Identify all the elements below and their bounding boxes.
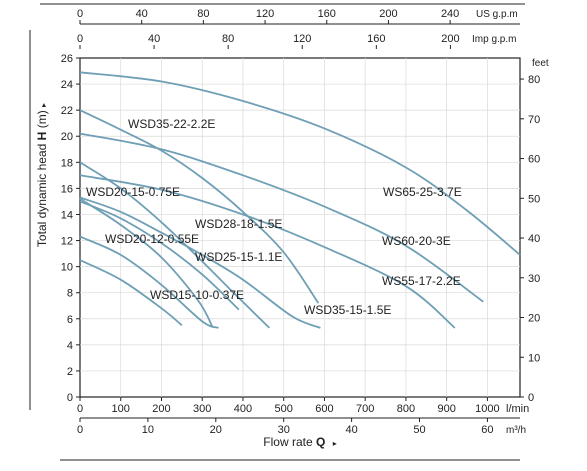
curve-label: WSD20-15-0.75E — [86, 185, 180, 199]
x-axis-arrow-icon: ▸ — [333, 439, 337, 448]
x-unit-impgpm: Imp g.p.m — [472, 34, 516, 45]
curve-labels: WS65-25-3.7E WS60-20-3E WS55-17-2.2E WSD35-… — [86, 117, 462, 317]
x-tick-label-lmin: 1000 — [475, 403, 499, 415]
y-axis-symbol: H — [35, 132, 49, 141]
pump-curve — [79, 161, 271, 329]
x-tick-label-impgpm: 80 — [222, 33, 234, 45]
x-tick-label-m3h: 0 — [77, 424, 83, 436]
x-tick-label-m3h: 10 — [142, 424, 154, 436]
x-tick-label-lmin: 900 — [437, 403, 455, 415]
x-tick-label-lmin: 500 — [275, 403, 293, 415]
y-tick-label: 8 — [67, 288, 73, 300]
y-right-tick-label: 30 — [528, 273, 540, 285]
y-tick-label: 6 — [67, 314, 73, 326]
x-tick-label-lmin: 800 — [397, 403, 415, 415]
x-tick-label-usgpm: 160 — [318, 8, 336, 20]
y-tick-label: 24 — [61, 79, 73, 91]
x-tick-label-usgpm: 80 — [197, 8, 209, 20]
y-tick-label: 22 — [61, 105, 73, 117]
x-tick-label-impgpm: 160 — [367, 33, 385, 45]
curve-label: WSD15-10-0.37E — [150, 288, 244, 302]
x-tick-label-usgpm: 120 — [256, 8, 274, 20]
y-tick-label: 2 — [67, 366, 73, 378]
y-tick-label: 20 — [61, 131, 73, 143]
x-tick-label-m3h: 60 — [481, 424, 493, 436]
x-unit-lmin: l/min — [506, 403, 529, 415]
curve-label: WSD35-22-2.2E — [128, 117, 215, 131]
pump-curves — [79, 71, 521, 329]
y-right-axis-label: feet — [532, 58, 549, 69]
x-tick-label-usgpm: 0 — [77, 8, 83, 20]
x-tick-label-usgpm: 40 — [136, 8, 148, 20]
pump-curve — [79, 132, 484, 303]
x-tick-label-lmin: 700 — [356, 403, 374, 415]
y-right-tick-label: 60 — [528, 154, 540, 166]
pump-curve — [79, 200, 240, 311]
plot-frame — [79, 57, 521, 398]
curve-label: WSD35-15-1.5E — [304, 303, 391, 317]
y-axis-title: Total dynamic head H (m) ▸ — [35, 103, 49, 247]
x-tick-label-impgpm: 0 — [77, 33, 83, 45]
pump-curve — [79, 259, 183, 326]
x-unit-m3h: m³/h — [506, 425, 526, 436]
x-tick-label-m3h: 30 — [278, 424, 290, 436]
y-tick-label: 0 — [67, 392, 73, 404]
y-right-tick-label: 70 — [528, 114, 540, 126]
pump-curve — [79, 109, 320, 304]
x-tick-label-m3h: 20 — [210, 424, 222, 436]
y-right-tick-label: 10 — [528, 352, 540, 364]
y-tick-label: 4 — [67, 340, 73, 352]
y-tick-label: 12 — [61, 236, 73, 248]
right-axis: 0 10 20 30 40 50 60 70 80 feet — [520, 58, 549, 404]
y-tick-label: 26 — [61, 53, 73, 65]
x-tick-label-lmin: 0 — [77, 403, 83, 415]
pump-curve — [79, 71, 521, 256]
x-tick-label-lmin: 300 — [193, 403, 211, 415]
curve-label: WSD25-15-1.1E — [195, 250, 282, 264]
pump-curve — [79, 235, 219, 329]
curve-label: WSD20-12-0.55E — [105, 232, 199, 246]
x-tick-label-usgpm: 200 — [379, 8, 397, 20]
y-right-tick-label: 0 — [528, 392, 534, 404]
x-tick-label-impgpm: 40 — [148, 33, 160, 45]
x-unit-usgpm: US g.p.m — [476, 9, 518, 20]
y-tick-label: 10 — [61, 262, 73, 274]
pump-curve — [79, 198, 214, 328]
x-tick-label-lmin: 400 — [234, 403, 252, 415]
y-axis-label: Total dynamic head — [35, 144, 49, 247]
y-tick-label: 18 — [61, 157, 73, 169]
curve-label: WSD28-18-1.5E — [195, 217, 282, 231]
x-tick-label-lmin: 200 — [152, 403, 170, 415]
x-axis-title: Flow rate Q ▸ — [263, 435, 336, 449]
curve-label: WS55-17-2.2E — [382, 274, 461, 288]
y-right-tick-label: 50 — [528, 193, 540, 205]
pump-curve — [79, 196, 321, 329]
x-axis-symbol: Q — [316, 435, 325, 449]
x-tick-label-impgpm: 120 — [293, 33, 311, 45]
y-right-tick-label: 80 — [528, 74, 540, 86]
y-right-tick-label: 40 — [528, 233, 540, 245]
y-tick-label: 14 — [61, 209, 73, 221]
x-axis-label: Flow rate — [263, 435, 313, 449]
top-axes: 0 40 80 120 160 200 240 US g.p.m 0 40 80 120 160 200 I… — [77, 8, 520, 49]
y-tick-label: 16 — [61, 183, 73, 195]
x-tick-label-lmin: 100 — [112, 403, 130, 415]
x-tick-label-usgpm: 240 — [441, 8, 459, 20]
grid — [80, 58, 520, 397]
x-tick-label-impgpm: 200 — [441, 33, 459, 45]
x-tick-label-m3h: 50 — [413, 424, 425, 436]
curve-label: WS65-25-3.7E — [383, 185, 462, 199]
pump-curve — [79, 174, 456, 329]
bottom-axes: 0 100 200 300 400 500 600 700 800 900 1000 l/min 0 10… — [77, 397, 529, 436]
y-axis-unit: (m) — [35, 110, 49, 128]
y-axis-arrow-icon: ▸ — [39, 103, 48, 107]
y-right-tick-label: 20 — [528, 313, 540, 325]
x-tick-label-m3h: 40 — [345, 424, 357, 436]
x-tick-label-lmin: 600 — [315, 403, 333, 415]
curve-label: WS60-20-3E — [382, 234, 451, 248]
